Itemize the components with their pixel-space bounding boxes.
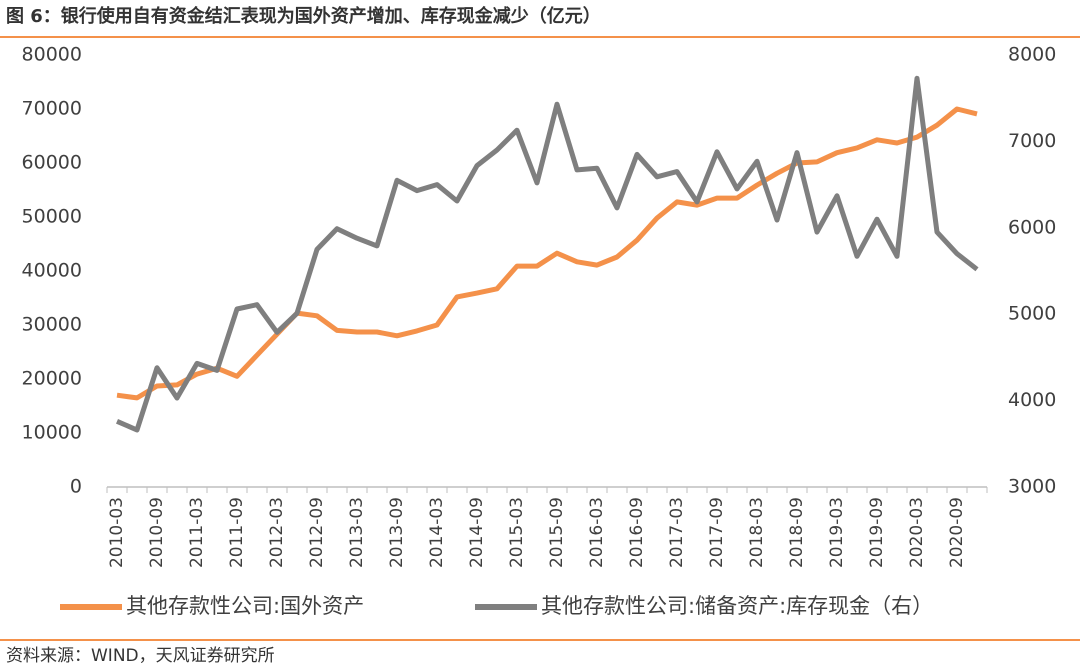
legend-label: 其他存款性公司:国外资产 bbox=[126, 594, 364, 618]
x-tick-label: 2011-09 bbox=[227, 497, 247, 568]
y-tick-label: 30000 bbox=[22, 314, 82, 336]
x-tick-label: 2019-03 bbox=[827, 497, 847, 568]
x-tick-label: 2018-09 bbox=[787, 497, 807, 568]
y2-tick-label: 7000 bbox=[1008, 130, 1056, 152]
series-line bbox=[116, 75, 979, 433]
y-tick-label: 40000 bbox=[22, 260, 82, 282]
x-tick-label: 2018-03 bbox=[747, 497, 767, 568]
y2-tick-label: 3000 bbox=[1008, 476, 1056, 498]
x-tick-label: 2013-03 bbox=[347, 497, 367, 568]
source: 资料来源：WIND，天风证券研究所 bbox=[6, 646, 275, 666]
x-tick-label: 2015-09 bbox=[547, 497, 567, 568]
y-tick-label: 10000 bbox=[22, 422, 82, 444]
y-tick-label: 50000 bbox=[22, 206, 82, 228]
x-tick-label: 2015-03 bbox=[507, 497, 527, 568]
x-tick-label: 2012-03 bbox=[267, 497, 287, 568]
x-tick-label: 2017-09 bbox=[707, 497, 727, 568]
y2-tick-label: 8000 bbox=[1008, 44, 1056, 66]
x-tick-label: 2011-03 bbox=[187, 497, 207, 568]
x-tick-label: 2013-09 bbox=[387, 497, 407, 568]
x-tick-label: 2014-03 bbox=[427, 497, 447, 568]
y2-tick-label: 5000 bbox=[1008, 303, 1056, 325]
y-tick-label: 20000 bbox=[22, 368, 82, 390]
x-tick-label: 2019-09 bbox=[867, 497, 887, 568]
x-tick-label: 2010-03 bbox=[107, 497, 127, 568]
y2-tick-label: 4000 bbox=[1008, 389, 1056, 411]
y2-tick-label: 6000 bbox=[1008, 216, 1056, 238]
legend-label: 其他存款性公司:储备资产:库存现金（右） bbox=[541, 594, 933, 618]
y-tick-label: 70000 bbox=[22, 98, 82, 120]
x-tick-label: 2010-09 bbox=[147, 497, 167, 568]
y-tick-label: 80000 bbox=[22, 44, 82, 66]
series-line bbox=[116, 106, 978, 401]
y-tick-label: 0 bbox=[70, 476, 82, 498]
x-tick-label: 2014-09 bbox=[467, 497, 487, 568]
x-tick-label: 2017-03 bbox=[667, 497, 687, 568]
y-tick-label: 60000 bbox=[22, 152, 82, 174]
x-tick-label: 2012-09 bbox=[307, 497, 327, 568]
chart-title: 图 6：银行使用自有资金结汇表现为国外资产增加、库存现金减少（亿元） bbox=[6, 5, 601, 27]
x-tick-label: 2020-03 bbox=[907, 497, 927, 568]
x-tick-label: 2016-09 bbox=[627, 497, 647, 568]
x-tick-label: 2020-09 bbox=[947, 497, 967, 568]
x-tick-label: 2016-03 bbox=[587, 497, 607, 568]
